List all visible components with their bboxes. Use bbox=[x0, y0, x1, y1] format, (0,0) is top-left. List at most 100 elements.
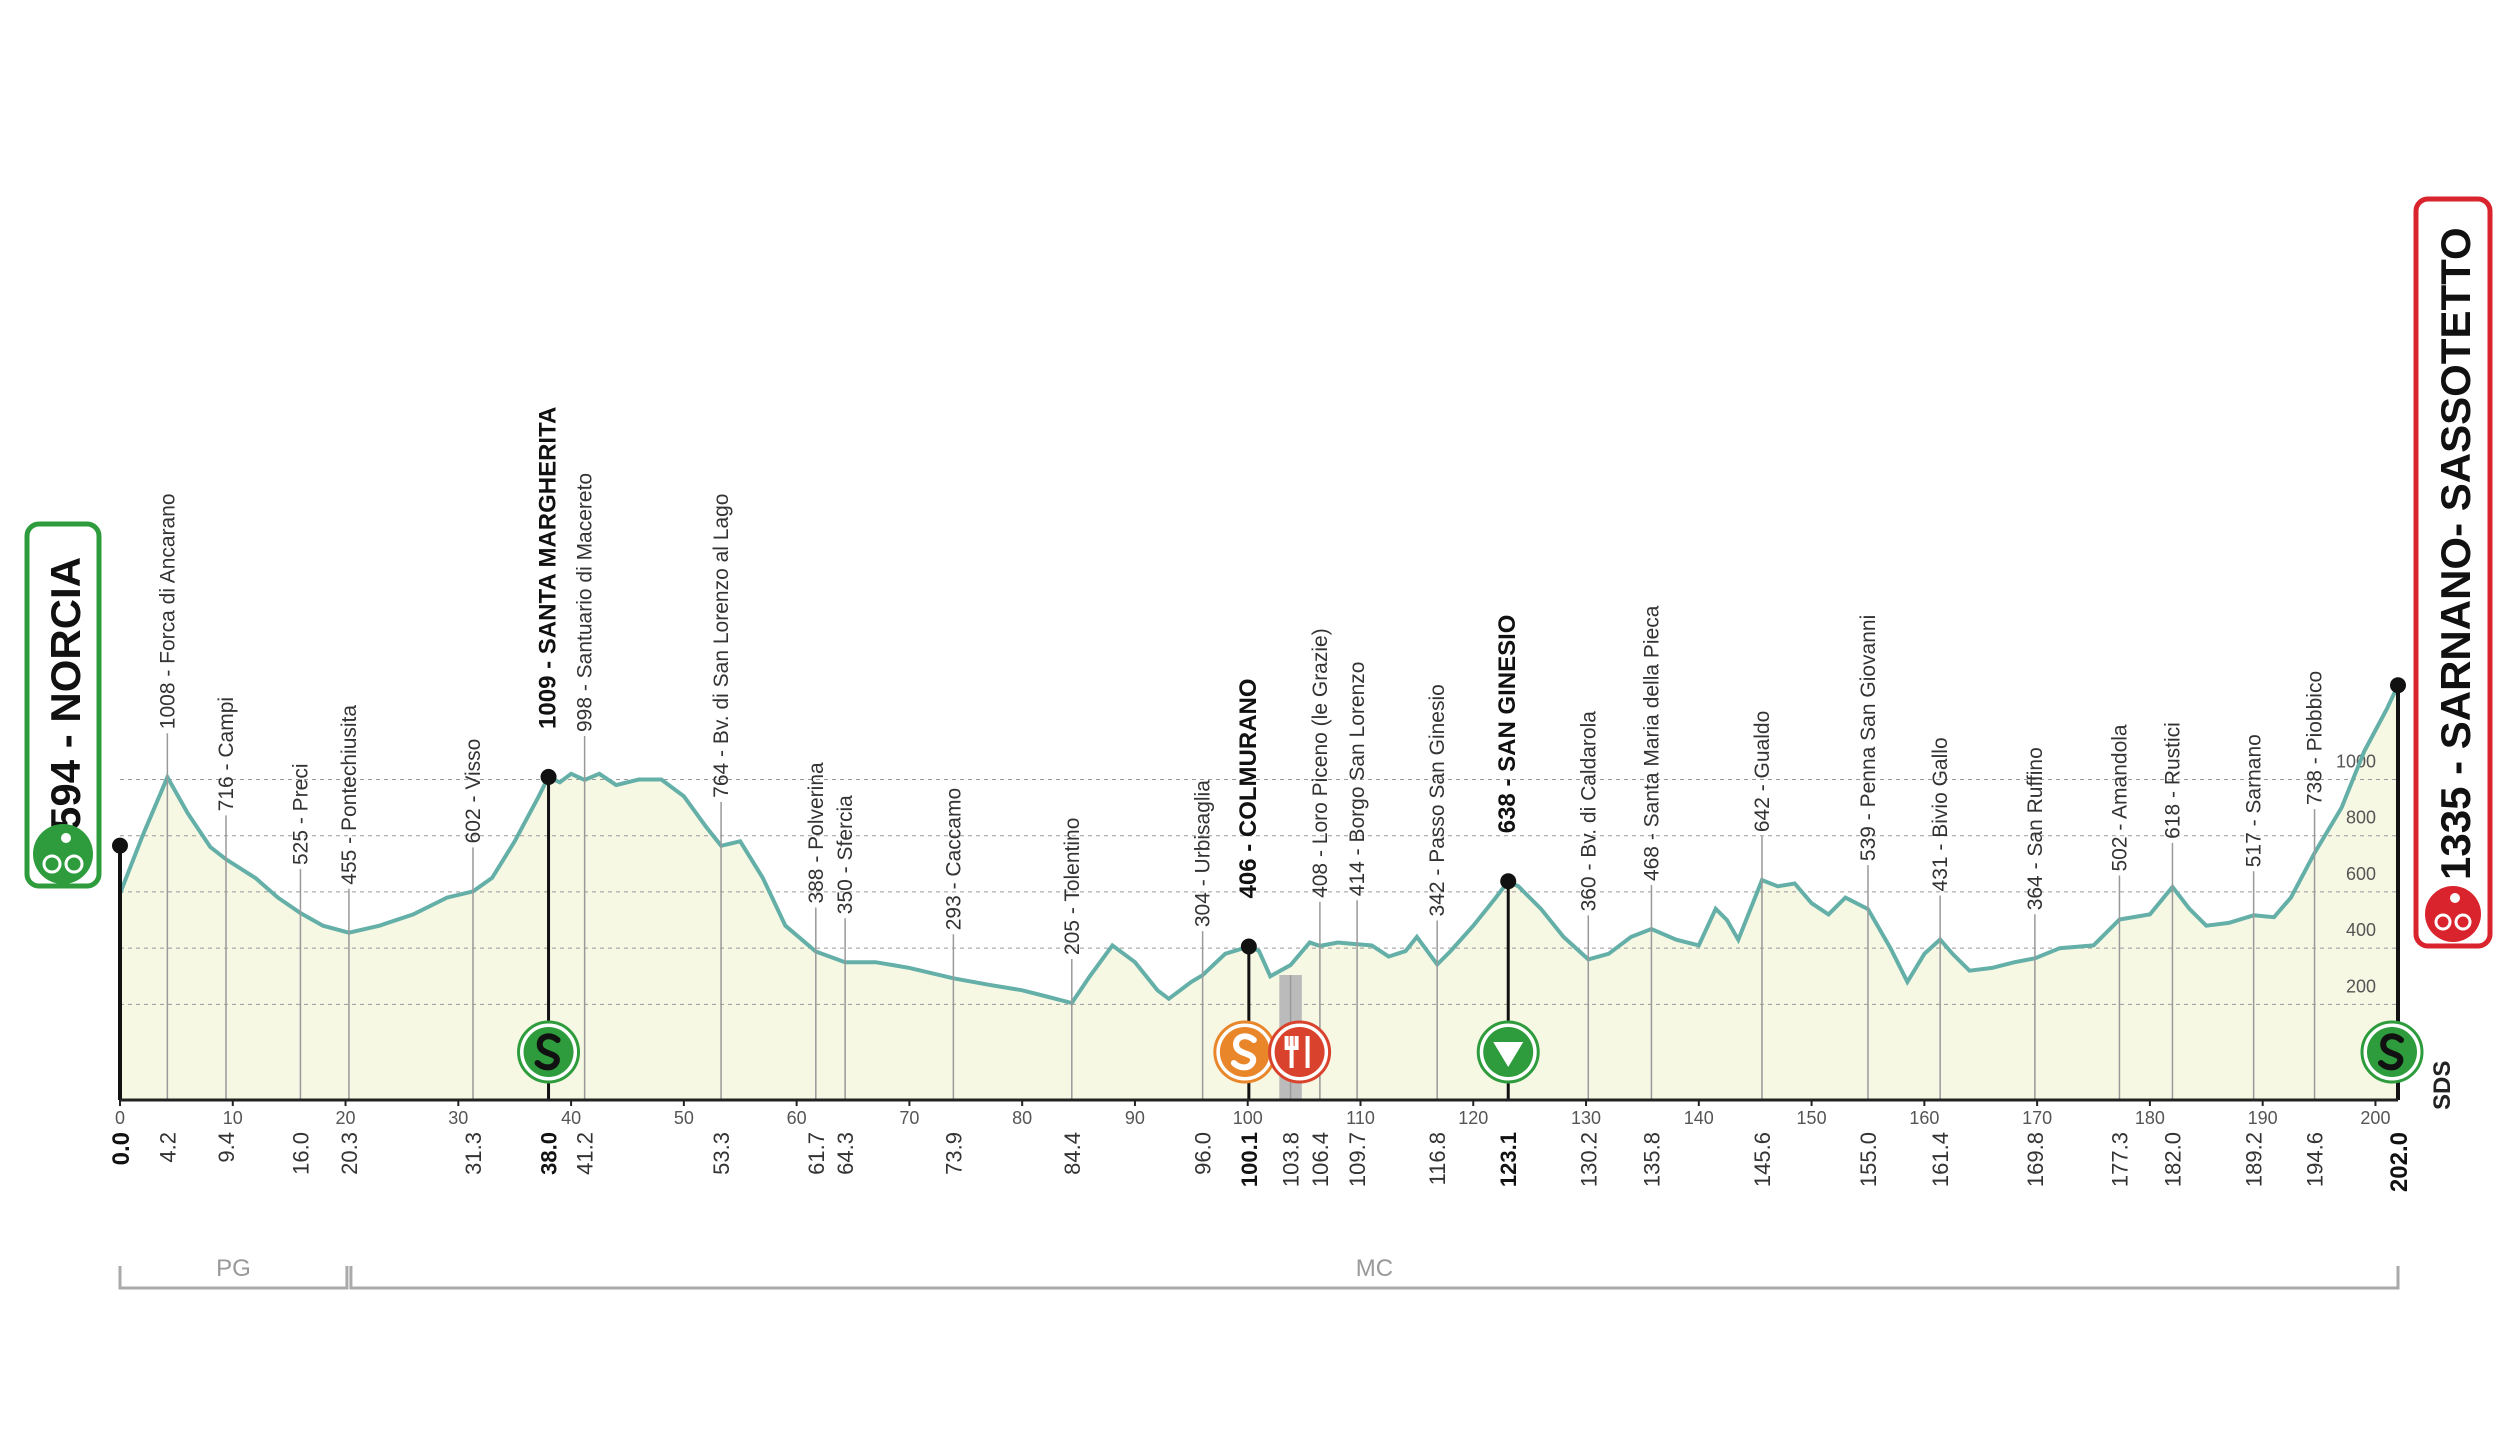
finish-box bbox=[2413, 196, 2493, 949]
waypoint-label: 406 - COLMURANO bbox=[1235, 678, 1262, 898]
icon-wheel bbox=[2434, 913, 2452, 931]
icon-s bbox=[534, 1033, 561, 1071]
x-tick-label: 110 bbox=[1346, 1108, 1375, 1128]
x-tick-label: 130 bbox=[1571, 1108, 1601, 1128]
start-label: 594 - NORCIA bbox=[42, 557, 89, 830]
km-label: 16.0 bbox=[288, 1132, 313, 1175]
y-tick-label: 1000 bbox=[2336, 751, 2376, 771]
finish-label: 1335 - SARNANO- SASSOTETTO bbox=[2432, 227, 2479, 880]
x-tick-label: 170 bbox=[2022, 1108, 2052, 1128]
x-tick-label: 50 bbox=[674, 1108, 694, 1128]
icon-wheel bbox=[64, 854, 84, 874]
x-tick-label: 80 bbox=[1012, 1108, 1032, 1128]
x-tick-label: 30 bbox=[448, 1108, 468, 1128]
km-label: 161.4 bbox=[1928, 1132, 1953, 1187]
x-tick-label: 20 bbox=[336, 1108, 356, 1128]
km-label: 103.8 bbox=[1279, 1132, 1304, 1187]
waypoint-label: 455 - Pontechiusita bbox=[338, 705, 361, 885]
logo: SDS bbox=[2429, 1061, 2456, 1110]
x-tick-label: 70 bbox=[899, 1108, 919, 1128]
km-label: 4.2 bbox=[155, 1132, 180, 1163]
x-tick-label: 190 bbox=[2248, 1108, 2278, 1128]
icon bbox=[1274, 1027, 1325, 1077]
km-label: 84.4 bbox=[1060, 1132, 1085, 1175]
x-tick-label: 150 bbox=[1797, 1108, 1827, 1128]
x-tick-label: 180 bbox=[2135, 1108, 2165, 1128]
profile-area bbox=[120, 685, 2398, 1100]
waypoint-label: 618 - Rustici bbox=[2161, 722, 2184, 839]
km-label: 73.9 bbox=[941, 1132, 966, 1175]
icon-wheel bbox=[2454, 913, 2472, 931]
waypoint-label: 205 - Tolentino bbox=[1061, 818, 1084, 955]
y-tick-label: 600 bbox=[2346, 864, 2376, 884]
waypoint-label: 468 - Santa Maria della Pieca bbox=[1640, 605, 1663, 881]
icon-head bbox=[2450, 893, 2460, 903]
region-label: PG bbox=[216, 1255, 251, 1282]
waypoint-label: 431 - Bivio Gallo bbox=[1929, 737, 1952, 891]
x-tick-label: 160 bbox=[1909, 1108, 1939, 1128]
start-dot bbox=[112, 837, 128, 854]
km-label: 20.3 bbox=[337, 1132, 362, 1175]
km-label: 116.8 bbox=[1425, 1132, 1450, 1185]
waypoint-label: 517 - Sarnano bbox=[2243, 734, 2266, 867]
waypoint-label: 642 - Gualdo bbox=[1751, 711, 1774, 832]
start-icon bbox=[33, 824, 93, 884]
x-tick-label: 100 bbox=[1233, 1108, 1263, 1128]
km-label: 96.0 bbox=[1191, 1132, 1216, 1175]
km-label: 9.4 bbox=[214, 1132, 239, 1163]
waypoint-label: 342 - Passo San Ginesio bbox=[1426, 684, 1449, 916]
waypoint-label: 388 - Polverina bbox=[805, 762, 828, 904]
x-tick-label: 90 bbox=[1125, 1108, 1145, 1128]
waypoint-label: 350 - Sfercia bbox=[834, 795, 857, 914]
waypoint-label: 539 - Penna San Giovanni bbox=[1857, 615, 1880, 861]
km-label: 169.8 bbox=[2023, 1132, 2048, 1187]
km-label: 202.0 bbox=[2386, 1132, 2413, 1192]
waypoint-label: 408 - Loro Piceno (le Grazie) bbox=[1309, 628, 1332, 898]
km-label: 135.8 bbox=[1639, 1132, 1664, 1187]
km-label: 130.2 bbox=[1576, 1132, 1601, 1187]
waypoint-label: 364 - San Ruffino bbox=[2024, 747, 2047, 910]
km-label: 182.0 bbox=[2160, 1132, 2185, 1187]
km-label: 64.3 bbox=[833, 1132, 858, 1175]
icon-s bbox=[1230, 1033, 1257, 1071]
region-label: MC bbox=[1356, 1255, 1393, 1282]
waypoint-label: 304 - Urbisaglia bbox=[1192, 780, 1215, 927]
icon-triangle bbox=[1493, 1042, 1524, 1067]
km-label: 177.3 bbox=[2107, 1132, 2132, 1187]
finish-dot bbox=[2390, 677, 2406, 694]
waypoint-label: 638 - SAN GINESIO bbox=[1494, 615, 1521, 834]
waypoint-label: 764 - Bv. di San Lorenzo al Lago bbox=[710, 493, 733, 797]
waypoint-label: 360 - Bv. di Caldarola bbox=[1577, 711, 1600, 912]
km-label: 109.7 bbox=[1345, 1132, 1370, 1187]
x-tick-label: 140 bbox=[1684, 1108, 1714, 1128]
km-label: 0.0 bbox=[108, 1132, 135, 1165]
x-tick-label: 60 bbox=[787, 1108, 807, 1128]
km-label: 41.2 bbox=[573, 1132, 598, 1175]
icon-s bbox=[2378, 1033, 2404, 1071]
waypoint-dot bbox=[1240, 938, 1257, 955]
start-box bbox=[24, 521, 102, 889]
km-label: 106.4 bbox=[1308, 1132, 1333, 1187]
region-bracket bbox=[349, 1266, 2400, 1290]
km-label: 61.7 bbox=[804, 1132, 829, 1175]
waypoint-dot bbox=[1500, 873, 1517, 890]
waypoint-label: 1009 - SANTA MARGHERITA bbox=[535, 407, 562, 729]
y-tick-label: 400 bbox=[2346, 920, 2376, 940]
x-tick-label: 120 bbox=[1458, 1108, 1488, 1128]
km-label: 123.1 bbox=[1496, 1132, 1521, 1187]
icon-wheel bbox=[42, 854, 62, 874]
waypoint-label: 414 - Borgo San Lorenzo bbox=[1346, 662, 1369, 897]
km-label: 189.2 bbox=[2242, 1132, 2267, 1187]
km-label: 145.6 bbox=[1750, 1132, 1775, 1187]
waypoint-label: 998 - Santuario di Macereto bbox=[574, 473, 597, 732]
x-tick-label: 10 bbox=[223, 1108, 243, 1128]
waypoint-dot bbox=[540, 768, 557, 785]
waypoint-label: 602 - Visso bbox=[462, 739, 485, 844]
km-label: 38.0 bbox=[537, 1132, 562, 1175]
waypoint-label: 1008 - Forca di Ancarano bbox=[156, 493, 179, 729]
icon-fork bbox=[1284, 1036, 1310, 1068]
y-tick-label: 200 bbox=[2346, 976, 2376, 996]
x-tick-label: 200 bbox=[2360, 1108, 2390, 1128]
km-label: 53.3 bbox=[709, 1132, 734, 1175]
